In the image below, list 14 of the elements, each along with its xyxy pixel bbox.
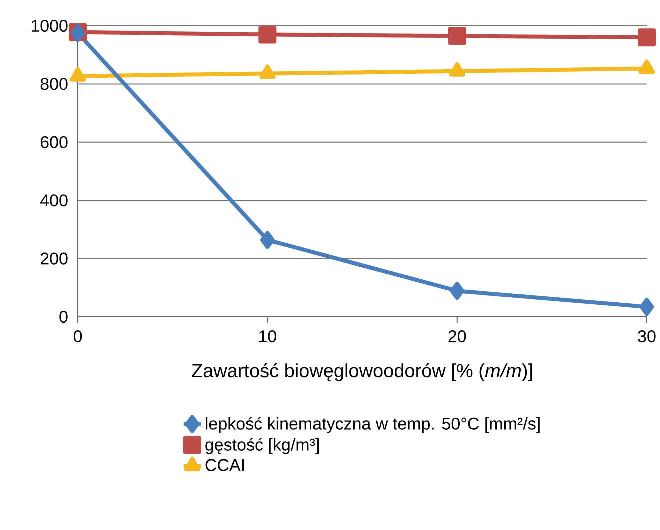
x-tick-label: 20 — [448, 330, 466, 343]
y-tick-label: 800 — [40, 78, 68, 90]
x-tick-label: 10 — [260, 330, 276, 343]
legend-label: CCAI — [206, 459, 244, 472]
y-tick-label: 0 — [60, 310, 68, 324]
legend-label: lepkość kinematyczna w temp. 50°C [mm²/s] — [206, 417, 540, 434]
y-tick-label: 600 — [40, 136, 68, 148]
x-tick-label: 30 — [638, 330, 656, 343]
y-tick-label: 400 — [40, 194, 68, 207]
x-axis-title: Zawartość biowęglowoodorów [% (m/m)] — [192, 363, 532, 382]
legend-label: gęstość [kg/m³] — [206, 438, 319, 454]
y-tick-label: 1000 — [32, 20, 68, 32]
y-tick-label: 200 — [40, 252, 68, 265]
x-tick-label: 0 — [74, 330, 82, 343]
